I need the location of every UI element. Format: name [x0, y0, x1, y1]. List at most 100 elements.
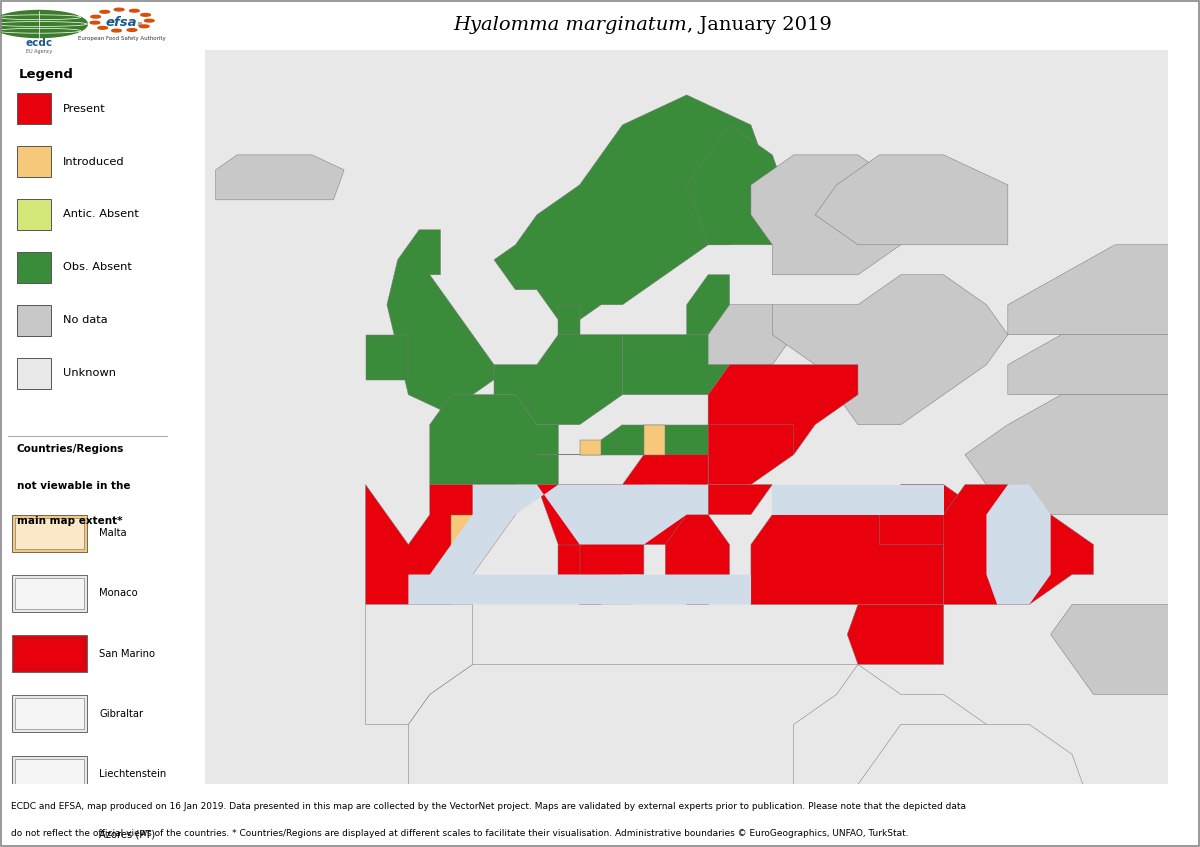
Text: Countries/Regions: Countries/Regions — [17, 445, 124, 454]
Polygon shape — [366, 605, 473, 724]
Bar — [12, 756, 88, 793]
Bar — [12, 635, 88, 672]
Circle shape — [114, 8, 124, 11]
Polygon shape — [751, 155, 943, 274]
Polygon shape — [408, 664, 858, 784]
Polygon shape — [644, 424, 708, 455]
Polygon shape — [773, 484, 943, 515]
Text: EU Agency: EU Agency — [26, 48, 53, 53]
Polygon shape — [708, 365, 858, 455]
Polygon shape — [205, 50, 1169, 784]
Polygon shape — [601, 574, 634, 605]
Polygon shape — [847, 605, 943, 664]
Polygon shape — [815, 155, 1008, 245]
Polygon shape — [708, 424, 793, 484]
Circle shape — [127, 29, 137, 31]
Text: Monaco: Monaco — [100, 589, 138, 598]
Bar — [12, 695, 88, 732]
Polygon shape — [793, 664, 1008, 784]
Polygon shape — [366, 335, 408, 379]
Bar — [17, 252, 52, 283]
Circle shape — [140, 14, 150, 16]
Text: Hyalomma marginatum: Hyalomma marginatum — [452, 16, 686, 34]
Text: ▪: ▪ — [136, 18, 142, 26]
Bar — [17, 357, 52, 389]
Text: efsa: efsa — [106, 16, 138, 29]
Polygon shape — [430, 395, 558, 484]
Polygon shape — [580, 424, 644, 455]
Circle shape — [98, 26, 108, 29]
Text: Introduced: Introduced — [64, 157, 125, 167]
Text: ecdc: ecdc — [25, 38, 53, 48]
Text: No data: No data — [64, 315, 108, 325]
Circle shape — [112, 30, 121, 32]
Text: European Food Safety Authority: European Food Safety Authority — [78, 36, 166, 41]
Polygon shape — [686, 125, 793, 245]
Polygon shape — [965, 395, 1169, 515]
Bar — [12, 816, 88, 847]
Polygon shape — [494, 95, 773, 319]
Polygon shape — [686, 274, 730, 335]
Polygon shape — [536, 424, 623, 455]
Polygon shape — [751, 515, 943, 605]
Polygon shape — [858, 724, 1093, 814]
Polygon shape — [880, 484, 986, 545]
Circle shape — [0, 10, 88, 37]
Circle shape — [139, 25, 149, 28]
Circle shape — [100, 10, 109, 14]
Polygon shape — [536, 484, 644, 605]
Circle shape — [91, 15, 101, 18]
Polygon shape — [708, 305, 793, 365]
Polygon shape — [558, 305, 580, 335]
Polygon shape — [580, 440, 601, 455]
Text: Antic. Absent: Antic. Absent — [64, 209, 139, 219]
Polygon shape — [408, 484, 751, 605]
Bar — [17, 93, 52, 125]
Text: Liechtenstein: Liechtenstein — [100, 769, 167, 779]
Polygon shape — [644, 424, 665, 455]
Text: Legend: Legend — [18, 69, 73, 81]
Polygon shape — [1008, 245, 1169, 335]
Text: main map extent*: main map extent* — [17, 517, 122, 526]
Polygon shape — [494, 335, 623, 424]
Polygon shape — [623, 455, 708, 515]
Polygon shape — [1051, 605, 1169, 695]
Polygon shape — [623, 484, 708, 545]
Bar — [17, 305, 52, 335]
Polygon shape — [708, 484, 773, 515]
Circle shape — [130, 9, 139, 12]
Bar — [14, 638, 84, 669]
Polygon shape — [986, 484, 1051, 605]
Bar — [14, 699, 84, 729]
Text: San Marino: San Marino — [100, 649, 155, 659]
Bar — [12, 515, 88, 551]
Polygon shape — [623, 335, 730, 395]
Text: not viewable in the: not viewable in the — [17, 481, 130, 491]
Text: , January 2019: , January 2019 — [686, 16, 832, 34]
Text: Malta: Malta — [100, 529, 127, 538]
Circle shape — [144, 19, 154, 22]
Text: Unknown: Unknown — [64, 368, 116, 378]
Text: Obs. Absent: Obs. Absent — [64, 263, 132, 273]
Text: ECDC and EFSA, map produced on 16 Jan 2019. Data presented in this map are colle: ECDC and EFSA, map produced on 16 Jan 20… — [11, 802, 966, 811]
Polygon shape — [451, 515, 473, 545]
Polygon shape — [665, 515, 730, 605]
Polygon shape — [386, 230, 494, 410]
Polygon shape — [366, 484, 516, 605]
Bar — [14, 578, 84, 609]
Polygon shape — [558, 545, 580, 574]
Circle shape — [90, 21, 100, 24]
Polygon shape — [773, 274, 1008, 424]
Bar — [14, 759, 84, 789]
Bar — [14, 518, 84, 549]
Bar — [12, 575, 88, 612]
Polygon shape — [943, 484, 1093, 605]
Polygon shape — [216, 155, 344, 200]
Bar — [17, 199, 52, 230]
Text: Present: Present — [64, 103, 106, 113]
Text: do not reflect the official views of the countries. * Countries/Regions are disp: do not reflect the official views of the… — [11, 829, 908, 838]
Text: Gibraltar: Gibraltar — [100, 709, 144, 719]
Polygon shape — [494, 484, 505, 515]
Bar — [14, 819, 84, 847]
Bar — [17, 147, 52, 177]
